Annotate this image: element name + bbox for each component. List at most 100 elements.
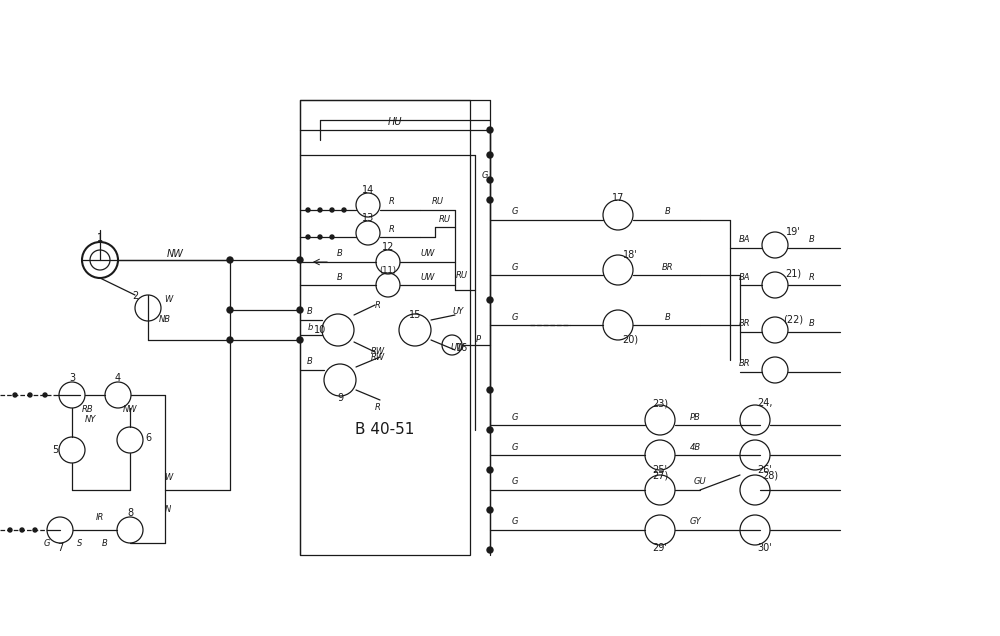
Text: 17: 17 [612, 193, 624, 203]
Text: IR: IR [96, 513, 104, 522]
Text: G: G [44, 539, 50, 548]
Circle shape [20, 528, 24, 532]
Text: G: G [512, 207, 518, 216]
Circle shape [487, 427, 493, 433]
Text: (22): (22) [783, 315, 803, 325]
Text: 13: 13 [362, 213, 374, 223]
Text: b: b [307, 324, 313, 333]
Text: S: S [77, 539, 83, 548]
Text: R: R [375, 300, 381, 310]
Circle shape [297, 337, 303, 343]
Text: NW: NW [167, 249, 183, 259]
Text: 10: 10 [314, 325, 326, 335]
Text: N: N [165, 506, 171, 515]
Text: 14: 14 [362, 185, 374, 195]
Text: RU: RU [456, 270, 468, 279]
Text: GY: GY [689, 518, 701, 527]
Text: 15: 15 [409, 310, 421, 320]
Circle shape [487, 297, 493, 303]
Text: 24,: 24, [757, 398, 773, 408]
Text: B: B [665, 207, 671, 216]
Circle shape [28, 393, 32, 397]
Text: 27): 27) [652, 470, 668, 480]
Text: NB: NB [159, 315, 171, 324]
Circle shape [227, 337, 233, 343]
Circle shape [33, 528, 37, 532]
Circle shape [306, 235, 310, 239]
Circle shape [227, 307, 233, 313]
Circle shape [8, 528, 12, 532]
Text: BR: BR [662, 263, 674, 272]
Text: G: G [512, 478, 518, 487]
Text: W: W [164, 473, 172, 483]
Circle shape [297, 307, 303, 313]
Text: 23): 23) [652, 398, 668, 408]
Circle shape [13, 393, 17, 397]
Circle shape [487, 127, 493, 133]
Text: 2: 2 [132, 291, 138, 301]
Text: 3: 3 [69, 373, 75, 383]
Text: P: P [476, 336, 480, 345]
Text: 30': 30' [758, 543, 772, 553]
Text: R: R [389, 225, 395, 233]
Text: BR: BR [739, 359, 751, 368]
Text: G: G [512, 413, 518, 422]
Text: (11): (11) [380, 265, 396, 275]
Text: PB: PB [690, 413, 700, 422]
Text: 19': 19' [786, 227, 800, 237]
Text: BR: BR [739, 319, 751, 329]
Text: 12: 12 [382, 242, 394, 252]
Circle shape [487, 547, 493, 553]
Text: 26': 26' [758, 465, 772, 475]
Text: R: R [809, 272, 815, 282]
Circle shape [318, 235, 322, 239]
Text: G: G [482, 170, 488, 179]
Circle shape [487, 507, 493, 513]
Circle shape [487, 197, 493, 203]
Circle shape [330, 235, 334, 239]
Text: G: G [512, 518, 518, 527]
Text: 25': 25' [652, 465, 668, 475]
Text: UW: UW [421, 249, 435, 258]
Text: B: B [102, 539, 108, 548]
Text: UW: UW [421, 272, 435, 282]
Text: 28): 28) [762, 470, 778, 480]
Text: W: W [164, 296, 172, 305]
Text: RU: RU [432, 198, 444, 207]
Text: B: B [809, 235, 815, 244]
Text: 18': 18' [623, 250, 637, 260]
Text: 1: 1 [97, 233, 103, 243]
Circle shape [43, 393, 47, 397]
Text: B 40-51: B 40-51 [355, 422, 415, 438]
Text: B: B [307, 357, 313, 366]
Text: 9: 9 [337, 393, 343, 403]
Text: 29': 29' [653, 543, 667, 553]
Text: G: G [512, 312, 518, 322]
Circle shape [487, 177, 493, 183]
Text: 7: 7 [57, 543, 63, 553]
Text: 6: 6 [145, 433, 151, 443]
Text: RB: RB [82, 406, 94, 415]
Text: GU: GU [694, 478, 706, 487]
Bar [300, 100, 470, 555]
Text: 20): 20) [622, 335, 638, 345]
Text: NW: NW [123, 406, 137, 415]
Circle shape [487, 152, 493, 158]
Text: B: B [809, 319, 815, 329]
Text: NY: NY [84, 415, 96, 424]
Circle shape [318, 208, 322, 212]
Text: 4B: 4B [689, 443, 701, 452]
Text: 16: 16 [456, 343, 468, 353]
Text: B: B [307, 307, 313, 317]
Circle shape [227, 257, 233, 263]
Circle shape [487, 467, 493, 473]
Text: R: R [375, 403, 381, 413]
Text: HU: HU [388, 117, 402, 127]
Text: B: B [337, 272, 343, 282]
Text: B: B [665, 312, 671, 322]
Text: G: G [512, 263, 518, 272]
Text: 8: 8 [127, 508, 133, 518]
Text: RW: RW [371, 347, 385, 357]
Text: G: G [512, 443, 518, 452]
Text: R: R [389, 198, 395, 207]
